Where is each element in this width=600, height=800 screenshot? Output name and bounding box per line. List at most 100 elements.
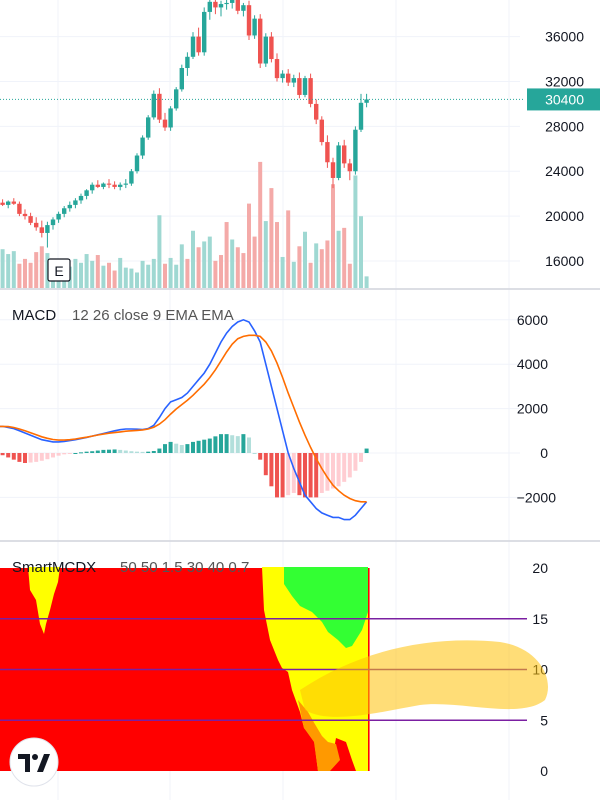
macd-histogram-bar [252,453,257,454]
candle-body [347,163,352,172]
candle-body [213,1,218,8]
volume-bar [224,222,229,288]
mcdx-retail-area [284,567,368,648]
macd-histogram-bar [73,453,78,454]
candle-body [0,202,5,205]
volume-bar [185,258,190,288]
macd-histogram-bar [241,434,246,453]
macd-histogram-bar [331,453,335,489]
mcdx-tick-label: 5 [540,712,548,728]
volume-bar [17,263,22,288]
candle-body [330,162,336,178]
macd-histogram-bar [202,439,207,453]
volume-bar [314,243,319,288]
macd-histogram-bar [67,453,72,454]
candle-body [269,36,274,60]
macd-histogram-bar [303,453,307,498]
candle-body [6,201,11,205]
candle-body [302,78,308,95]
volume-bar [0,249,5,288]
candle-body [342,145,347,164]
candle-body [39,227,44,233]
macd-title: MACD [12,307,56,324]
volume-bar [347,263,352,288]
mcdx-tick-label: 0 [540,763,548,779]
macd-histogram-bar [0,453,5,456]
candle-body [196,36,201,53]
volume-bar [79,262,83,288]
volume-bar [6,254,11,288]
volume-bar [319,249,324,288]
candle-body [252,18,257,36]
tradingview-logo [9,737,59,787]
candle-body [230,0,235,3]
macd-histogram-bar [263,453,268,476]
earnings-marker-box [47,258,71,282]
candle-body [274,59,280,79]
volume-bar [90,260,95,288]
macd-histogram-bar [39,453,44,461]
macd-histogram-bar [286,453,291,496]
candle-body [325,142,330,163]
macd-histogram-bar [11,453,16,460]
macd-tick-label: 4000 [517,356,548,372]
macd-histogram-bar [112,449,117,453]
macd-histogram-bar [185,444,190,453]
volume-bar [207,236,212,288]
candle-body [358,102,364,130]
macd-histogram-bar [90,451,95,453]
volume-bar [263,221,268,288]
volume-bar [11,251,16,288]
macd-histogram-bar [336,453,341,487]
volume-bar [135,272,139,288]
volume-bar [291,261,296,288]
macd-tick-label: 6000 [517,312,548,328]
volume-bar [202,241,207,288]
candle-body [185,56,190,69]
candle-body [280,73,285,79]
macd-histogram-bar [151,451,156,453]
signal-line [0,334,367,503]
volume-bar [331,184,335,288]
macd-histogram-bar [347,453,352,478]
candle-body [162,119,168,128]
candle-body [297,78,302,95]
volume-bar [174,264,179,288]
candle-body [22,213,28,217]
candle-body [207,1,212,12]
candle-body [235,0,240,11]
macd-line [0,318,368,521]
macd-histogram-bar [168,441,173,453]
candle-body [218,4,224,8]
price-tick-label: 24000 [545,163,584,179]
macd-histogram-bar [107,449,111,453]
price-tick-label: 36000 [545,29,584,45]
candle-body [353,129,358,172]
volume-bar [303,231,307,288]
volume-bar [73,258,78,288]
volume-bar [308,262,313,288]
volume-bar [258,161,263,288]
price-axis: 16000200002400028000320003600030400−2000… [517,29,600,779]
logo-glyph-v [37,754,50,772]
volume-bar [28,262,33,288]
volume-bar [34,252,39,288]
volume-bar [269,188,274,288]
earnings-marker: E [47,258,71,282]
macd-histogram-bar [207,438,212,453]
candle-body [78,195,84,201]
volume-bar [247,203,251,288]
candle-body [224,2,229,5]
overlay [9,640,548,787]
macd-histogram-bar [140,451,145,453]
candle-body [286,73,291,83]
candle-body [28,216,33,223]
candle-body [123,183,128,185]
candle-body [17,203,22,214]
volume-bar [230,239,235,288]
macd-histogram-bar [364,448,369,453]
macd-histogram-bar [353,453,358,471]
macd-histogram-bar [269,453,274,487]
volume-bar [123,267,128,288]
mcdx-hot-money-area [28,567,60,634]
